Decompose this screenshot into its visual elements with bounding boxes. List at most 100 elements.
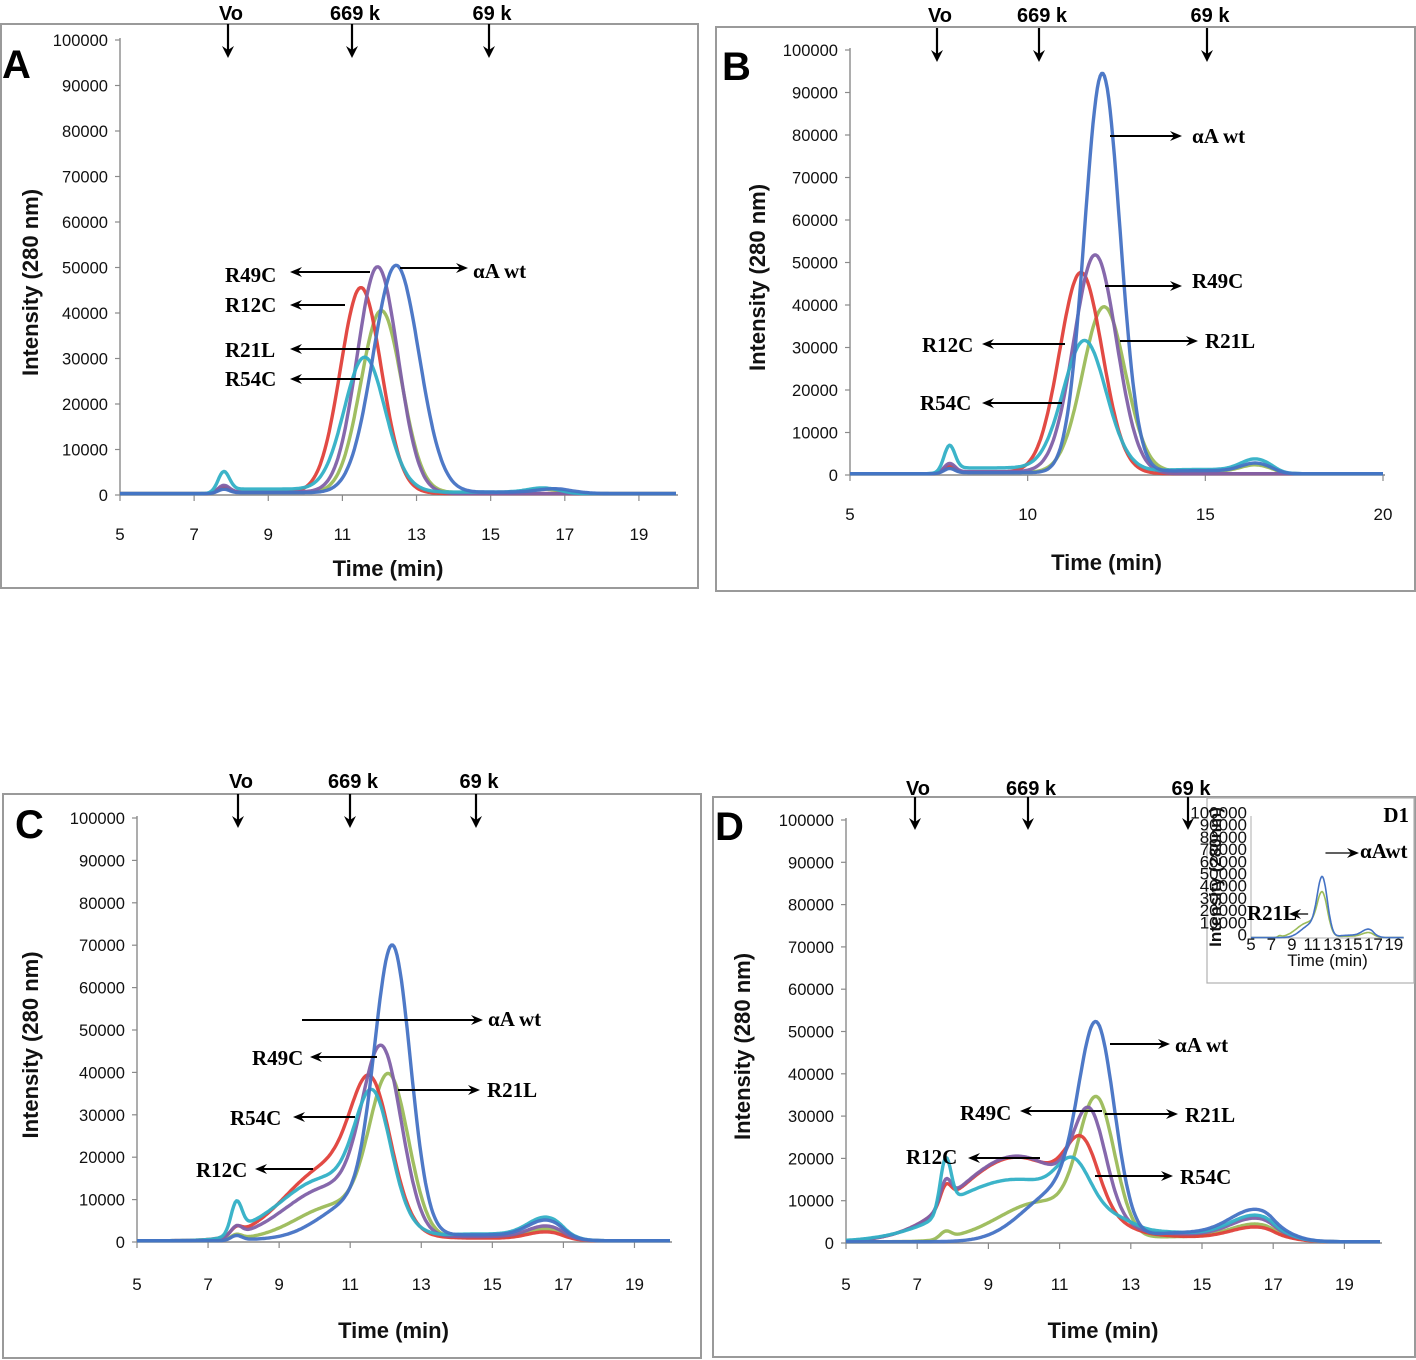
- series-line-awt: [119, 263, 677, 496]
- x-axis-label: Time (min): [338, 1318, 449, 1343]
- marker-label: 669 k: [330, 3, 381, 25]
- inset-y-tick-label: 60000: [1200, 852, 1247, 871]
- x-tick-label: 17: [1264, 1275, 1283, 1294]
- panel-b-frame: [715, 26, 1416, 592]
- y-tick-label: 90000: [79, 851, 125, 870]
- annotation-label: R21L: [1185, 1103, 1235, 1127]
- y-tick-label: 40000: [79, 1063, 125, 1082]
- x-tick-label: 15: [1193, 1275, 1212, 1294]
- annotation-label: αA wt: [488, 1007, 541, 1031]
- x-tick-label: 10: [1018, 505, 1037, 524]
- marker-label: 69 k: [1172, 778, 1212, 800]
- annotation-awt: αA wt: [302, 1007, 541, 1031]
- marker-arrow-down-icon: [344, 816, 356, 828]
- annotation-label: R49C: [252, 1046, 303, 1070]
- inset-y-tick-label: 40000: [1200, 877, 1247, 896]
- y-tick-label: 40000: [792, 296, 838, 315]
- y-tick-label: 80000: [792, 126, 838, 145]
- annotation-awt: αA wt: [1110, 124, 1245, 148]
- inset-y-tick-label: 90000: [1200, 816, 1247, 835]
- y-tick-label: 30000: [792, 339, 838, 358]
- marker-vo: Vo: [928, 5, 952, 62]
- x-tick-label: 13: [407, 525, 426, 544]
- x-tick-label: 11: [334, 525, 352, 544]
- panel-a: A Vo 669 k 69 k 0 10000 20000 30000 40000 50000 60…: [0, 0, 706, 590]
- x-tick-label: 7: [912, 1275, 921, 1294]
- marker-arrow-down-icon: [1033, 50, 1045, 62]
- arrow-left-icon: [290, 344, 302, 354]
- arrow-left-icon: [982, 398, 994, 408]
- x-axis-label: Time (min): [1048, 1318, 1159, 1343]
- series-line-r12c: [849, 270, 1384, 476]
- annotation-label: R21L: [1205, 329, 1255, 353]
- series-line-r49c: [849, 253, 1384, 476]
- y-tick-label: 60000: [788, 980, 834, 999]
- annotation-label: R12C: [922, 333, 973, 357]
- y-tick-label: 10000: [788, 1192, 834, 1211]
- annotation-r49c: R49C: [960, 1101, 1102, 1125]
- x-tick-label: 9: [264, 525, 273, 544]
- y-tick-label: 90000: [792, 84, 838, 103]
- marker-69k: 69 k: [460, 771, 499, 828]
- panel-letter: C: [15, 803, 44, 847]
- marker-vo: Vo: [219, 3, 243, 58]
- inset-x-axis-label: Time (min): [1287, 951, 1368, 970]
- inset-y-tick-label: 100000: [1190, 804, 1247, 823]
- marker-label: 669 k: [1006, 778, 1057, 800]
- series-line-r12c: [119, 286, 677, 496]
- inset-x-tick-label: 5: [1246, 935, 1255, 954]
- arrow-left-icon: [1020, 1106, 1032, 1116]
- annotation-r21l: R21L: [1105, 1103, 1235, 1127]
- inset-x-tick-label: 19: [1384, 935, 1403, 954]
- annotation-label: αA wt: [1175, 1033, 1228, 1057]
- inset-y-tick-label: 50000: [1200, 865, 1247, 884]
- annotation-label: R54C: [230, 1106, 281, 1130]
- marker-arrow-down-icon: [1201, 50, 1213, 62]
- y-tick-label: 40000: [788, 1065, 834, 1084]
- marker-label: Vo: [219, 3, 243, 25]
- annotation-r49c: R49C: [1105, 269, 1243, 293]
- arrow-right-icon: [1166, 1109, 1178, 1119]
- annotation-r49c: R49C: [225, 263, 370, 287]
- y-tick-label: 20000: [79, 1148, 125, 1167]
- x-tick-label: 20: [1374, 505, 1393, 524]
- y-tick-label: 0: [99, 486, 108, 505]
- arrow-right-icon: [471, 1015, 483, 1025]
- y-tick-label: 100000: [53, 31, 108, 50]
- marker-label: 69 k: [1191, 5, 1231, 27]
- panel-b: B Vo 669 k 69 k 0 10000 20000 30000 40000 50000 60…: [710, 0, 1416, 595]
- annotation-r54c: R54C: [1095, 1165, 1231, 1189]
- y-tick-label: 70000: [62, 168, 108, 187]
- arrow-left-icon: [310, 1052, 322, 1062]
- annotation-r12c: R12C: [225, 293, 345, 317]
- x-tick-label: 17: [554, 1275, 573, 1294]
- marker-69k: 69 k: [473, 3, 513, 58]
- x-tick-label: 13: [412, 1275, 431, 1294]
- marker-arrow-down-icon: [222, 46, 234, 58]
- series-line-r54c: [845, 1155, 1381, 1244]
- marker-69k: 69 k: [1191, 5, 1231, 62]
- x-tick-label: 5: [115, 525, 124, 544]
- arrow-right-icon: [456, 263, 468, 273]
- marker-label: 669 k: [328, 771, 379, 793]
- annotation-r21l: R21L: [225, 338, 370, 362]
- annotation-label: R12C: [906, 1145, 957, 1169]
- annotation-label: R54C: [920, 391, 971, 415]
- marker-arrow-down-icon: [909, 818, 921, 830]
- x-tick-label: 19: [1335, 1275, 1354, 1294]
- marker-69k: 69 k: [1172, 778, 1212, 830]
- marker-label: 69 k: [473, 3, 513, 25]
- series-line-r54c: [119, 355, 677, 496]
- y-tick-label: 70000: [79, 936, 125, 955]
- x-axis-label: Time (min): [333, 556, 444, 581]
- inset-frame: [1206, 797, 1415, 984]
- inset-x-tick-label: 17: [1364, 935, 1383, 954]
- x-tick-label: 5: [845, 505, 854, 524]
- marker-arrow-down-icon: [483, 46, 495, 58]
- x-tick-label: 19: [625, 1275, 644, 1294]
- inset-y-tick-label: 30000: [1200, 889, 1247, 908]
- marker-label: Vo: [928, 5, 952, 27]
- y-axis-label: Intensity (280 nm): [730, 953, 755, 1140]
- inset-y-tick-label: 70000: [1200, 840, 1247, 859]
- series-line-awt: [845, 1019, 1381, 1244]
